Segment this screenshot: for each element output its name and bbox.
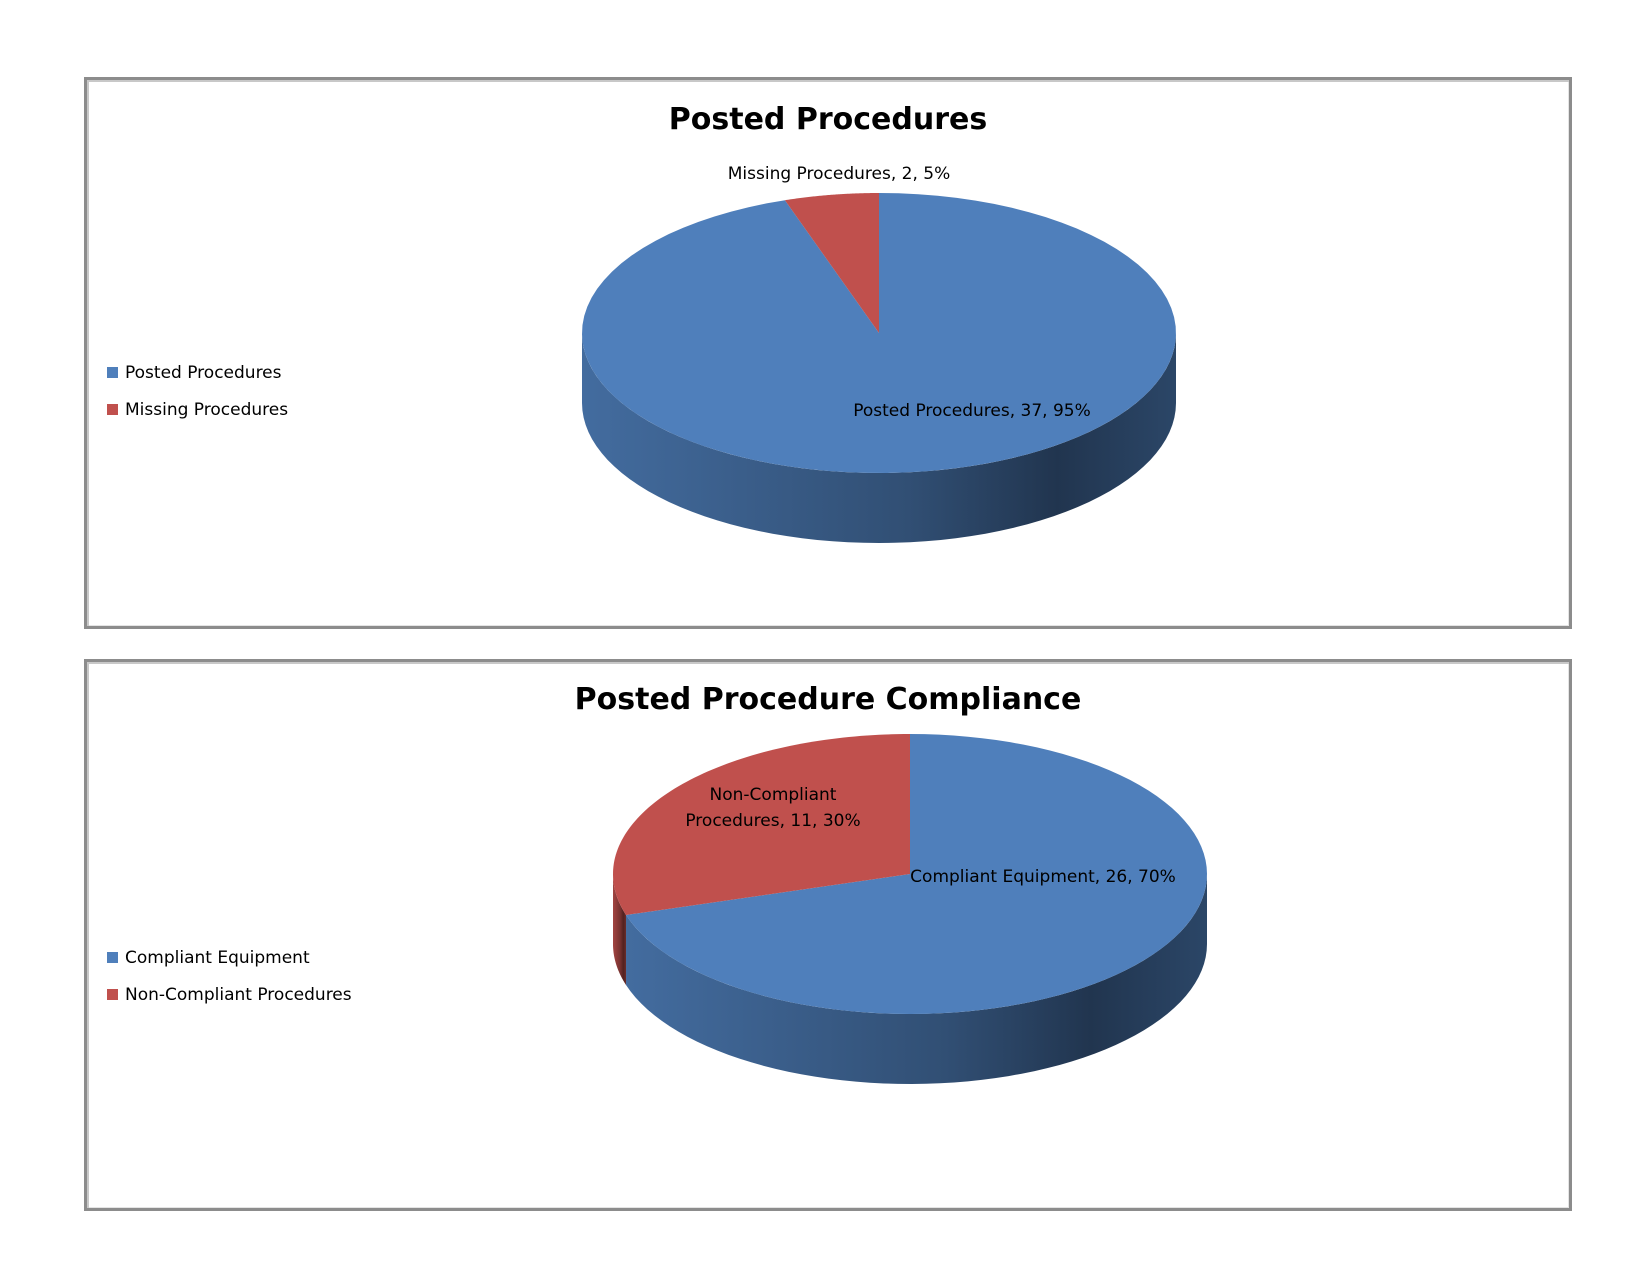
pie-chart: Compliant Equipment, 26, 70% Non-Complian… <box>613 734 1207 1084</box>
pie-slice-non-compliant-procedures <box>613 734 910 915</box>
chart-title: Posted Procedures <box>668 102 988 137</box>
chart-panel-compliance: Posted Procedure Compliance Compliant Eq… <box>84 659 1572 1211</box>
legend-label: Posted Procedures <box>125 362 282 383</box>
pie-side-non-compliant-procedures <box>613 874 627 985</box>
legend-item-posted: Posted Procedures <box>107 354 288 391</box>
pie-side-compliant-equipment <box>626 874 1207 1084</box>
legend-swatch-blue <box>107 367 118 378</box>
data-label-line: Procedures, 11, 30% <box>685 811 860 831</box>
pie-side-posted-procedures <box>582 333 1176 543</box>
legend-item-compliant: Compliant Equipment <box>107 939 352 976</box>
legend-swatch-blue <box>107 952 118 963</box>
data-label-line: Non-Compliant <box>710 785 837 805</box>
legend: Posted Procedures Missing Procedures <box>107 354 288 428</box>
legend-item-noncompliant: Non-Compliant Procedures <box>107 976 352 1013</box>
data-label-line: Compliant Equipment, 26, 70% <box>910 867 1176 887</box>
pie-slice-compliant-equipment <box>626 734 1207 1014</box>
pie-slice-missing-procedures <box>784 193 879 333</box>
legend-label: Missing Procedures <box>125 399 289 420</box>
chart-title: Posted Procedure Compliance <box>574 682 1082 717</box>
legend: Compliant Equipment Non-Compliant Proced… <box>107 939 352 1013</box>
legend-item-missing: Missing Procedures <box>107 391 288 428</box>
pie-slice-posted-procedures <box>582 193 1176 473</box>
data-label: Missing Procedures, 2, 5% <box>728 164 950 184</box>
data-label: Compliant Equipment, 26, 70% <box>910 867 1176 887</box>
data-label: Posted Procedures, 37, 95% <box>853 401 1091 421</box>
data-label: Non-Compliant Procedures, 11, 30% <box>685 785 860 831</box>
legend-label: Compliant Equipment <box>125 947 310 968</box>
pie-chart: Posted Procedures, 37, 95% Missing Proced… <box>582 164 1176 543</box>
legend-swatch-red <box>107 989 118 1000</box>
data-label-line: Posted Procedures, 37, 95% <box>853 401 1091 421</box>
legend-swatch-red <box>107 404 118 415</box>
legend-label: Non-Compliant Procedures <box>125 984 352 1005</box>
data-label-line: Missing Procedures, 2, 5% <box>728 164 950 184</box>
chart-panel-posted-procedures: Posted Procedures Posted Procedures Miss… <box>84 77 1572 629</box>
